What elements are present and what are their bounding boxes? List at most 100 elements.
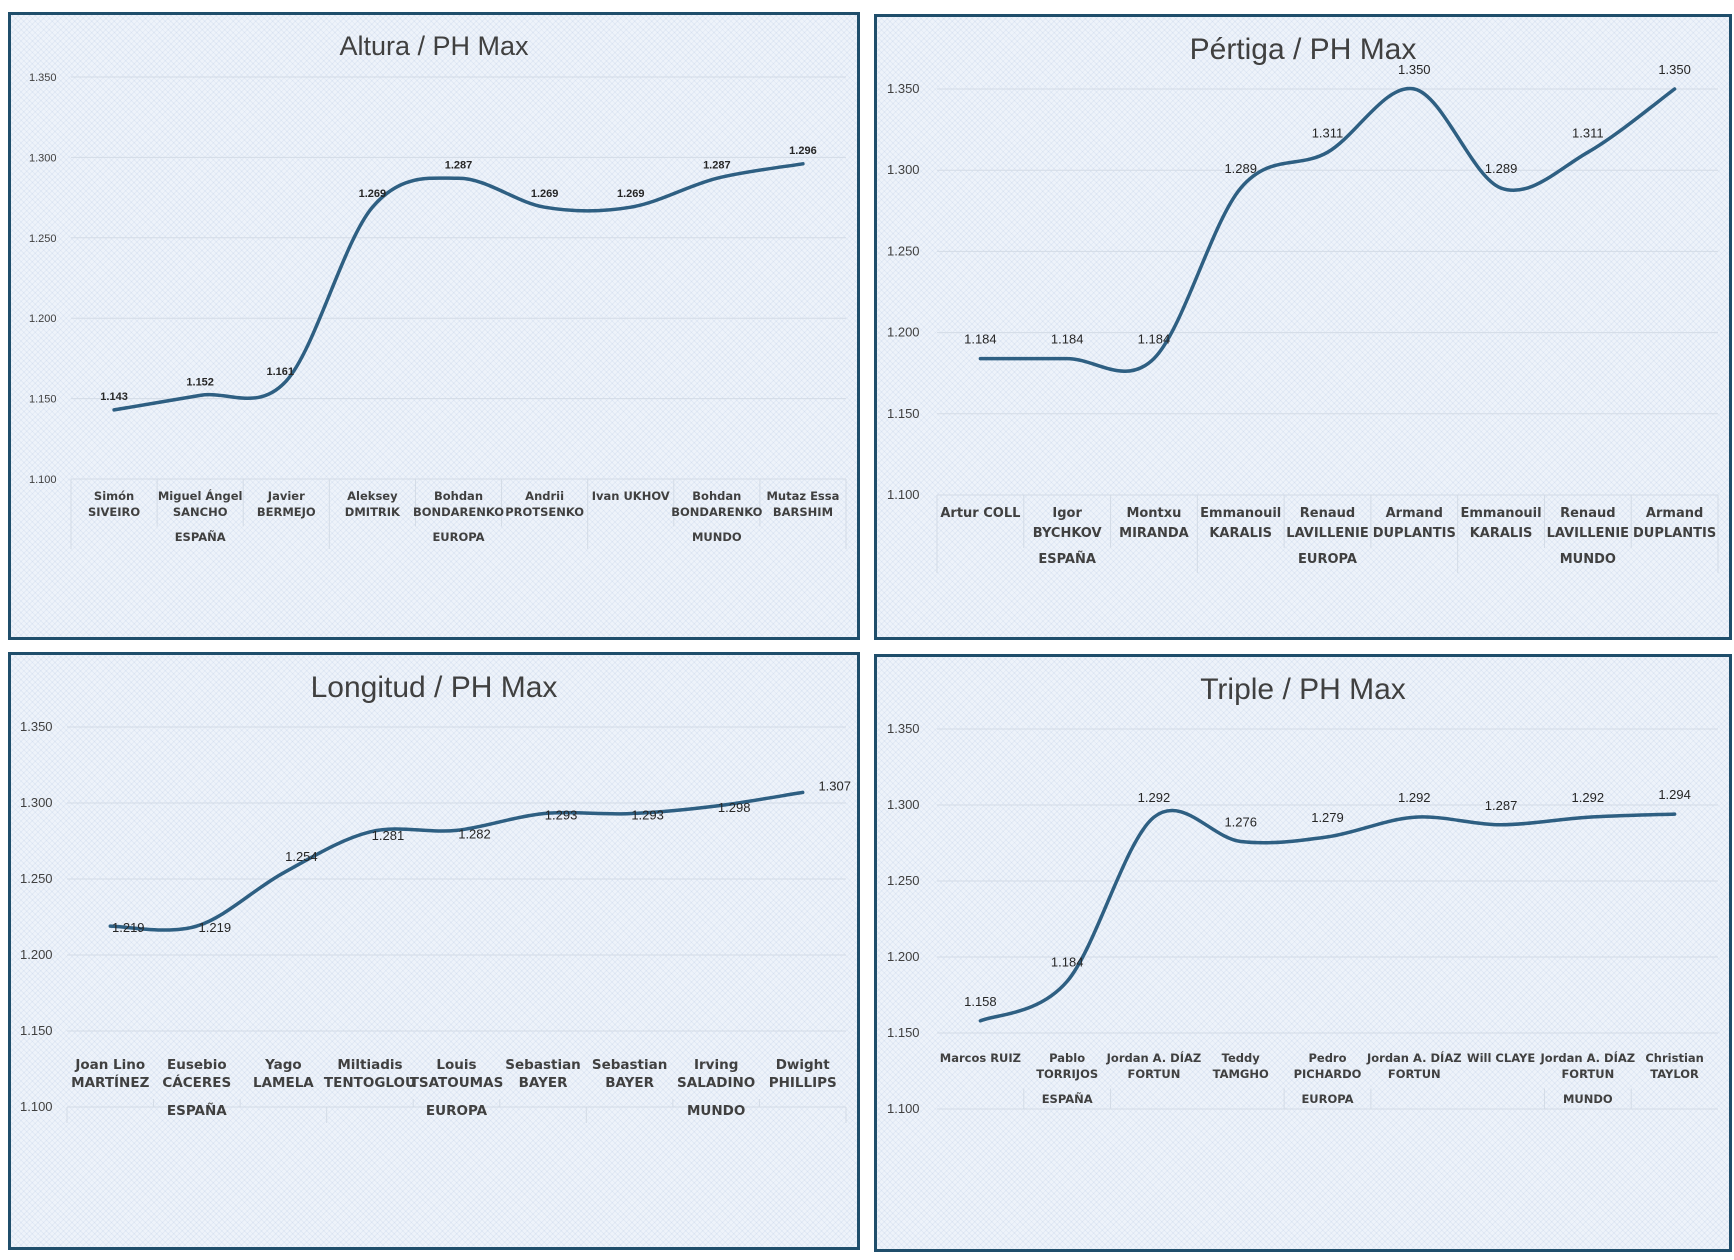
triple-y-tick-label: 1.150 <box>887 1025 920 1040</box>
longitud-x-tick-label: CÁCERES <box>162 1074 231 1091</box>
pertiga-x-tick-label: Renaud <box>1560 506 1615 521</box>
longitud-chart: Longitud / PH Max 1.100 1.150 1.200 1.250 1.3… <box>20 671 851 1123</box>
triple-x-tick-label: TORRIJOS <box>1036 1067 1098 1081</box>
longitud-x-tick-label: MARTÍNEZ <box>71 1074 149 1091</box>
altura-group-label: EUROPA <box>432 530 484 544</box>
longitud-data-label: 1.293 <box>545 808 578 823</box>
pertiga-data-label: 1.184 <box>964 332 997 347</box>
pertiga-y-tick-label: 1.250 <box>887 243 920 258</box>
triple-x-tick-label: Teddy <box>1222 1051 1261 1065</box>
pertiga-y-tick-label: 1.100 <box>887 487 920 502</box>
triple-y-tick-label: 1.250 <box>887 873 920 888</box>
altura-x-tick-label: Bohdan <box>434 489 483 503</box>
altura-x-tick-label: BONDARENKO <box>413 505 504 519</box>
pertiga-data-label: 1.184 <box>1138 332 1171 347</box>
triple-x-tick-label: Pablo <box>1049 1051 1085 1065</box>
pertiga-data-label: 1.184 <box>1051 332 1084 347</box>
triple-x-tick-label: Will CLAYE <box>1467 1051 1535 1065</box>
pertiga-data-label: 1.289 <box>1224 161 1257 176</box>
triple-y-tick-label: 1.200 <box>887 949 920 964</box>
triple-data-label: 1.279 <box>1311 810 1344 825</box>
pertiga-x-tick-label: Igor <box>1052 506 1082 521</box>
triple-group-label: EUROPA <box>1301 1092 1353 1106</box>
triple-x-tick-label: Jordan A. DÍAZ <box>1540 1050 1636 1065</box>
altura-x-tick-label: Javier <box>267 489 305 503</box>
chart-panel-pertiga: Pértiga / PH Max 1.100 1.150 1.200 1.250 1.30… <box>874 14 1732 640</box>
triple-data-label: 1.292 <box>1398 790 1431 805</box>
altura-y-tick-label: 1.150 <box>29 394 57 406</box>
longitud-y-tick-label: 1.150 <box>20 1023 53 1038</box>
pertiga-group-label: ESPAÑA <box>1038 551 1096 567</box>
chart-panel-triple: Triple / PH Max 1.100 1.150 1.200 1.250 1.300… <box>874 654 1732 1252</box>
longitud-y-tick-label: 1.350 <box>20 719 53 734</box>
altura-chart-title: Altura / PH Max <box>339 31 529 61</box>
altura-x-tick-label: DMITRIK <box>345 505 401 519</box>
longitud-group-label: MUNDO <box>687 1103 745 1119</box>
altura-y-tick-label: 1.100 <box>29 474 57 486</box>
longitud-data-label: 1.298 <box>718 800 751 815</box>
pertiga-y-tick-label: 1.350 <box>887 81 920 96</box>
triple-x-tick-label: FORTUN <box>1128 1067 1181 1081</box>
longitud-data-label: 1.254 <box>285 849 318 864</box>
triple-x-tick-label: PICHARDO <box>1294 1067 1362 1081</box>
altura-y-tick-label: 1.200 <box>29 313 57 325</box>
longitud-x-tick-label: Yago <box>264 1057 302 1073</box>
longitud-chart-title: Longitud / PH Max <box>311 671 558 704</box>
longitud-y-tick-label: 1.100 <box>20 1099 53 1114</box>
altura-data-label: 1.296 <box>789 145 817 157</box>
pertiga-series-line <box>978 86 1677 373</box>
longitud-x-tick-label: Miltiadis <box>337 1057 402 1073</box>
longitud-x-tick-label: BAYER <box>519 1075 568 1091</box>
altura-x-tick-label: BERMEJO <box>257 505 316 519</box>
pertiga-x-tick-label: Armand <box>1386 506 1443 521</box>
altura-data-label: 1.143 <box>100 391 128 403</box>
pertiga-data-label: 1.289 <box>1485 161 1518 176</box>
longitud-y-tick-label: 1.250 <box>20 871 53 886</box>
triple-y-tick-label: 1.300 <box>887 797 920 812</box>
altura-data-label: 1.287 <box>445 159 473 171</box>
altura-data-label: 1.161 <box>267 366 295 378</box>
triple-data-label: 1.287 <box>1485 798 1518 813</box>
pertiga-group-label: MUNDO <box>1560 552 1616 567</box>
pertiga-chart: Pértiga / PH Max 1.100 1.150 1.200 1.250 1.30… <box>887 33 1719 573</box>
triple-x-tick-label: TAYLOR <box>1650 1067 1699 1081</box>
triple-x-tick-label: Marcos RUIZ <box>940 1051 1021 1065</box>
longitud-x-tick-label: Dwight <box>776 1057 831 1073</box>
pertiga-x-tick-label: Emmanouil <box>1200 506 1281 521</box>
pertiga-x-tick-label: Montxu <box>1126 506 1181 521</box>
triple-y-tick-label: 1.100 <box>887 1101 920 1116</box>
triple-series-line <box>978 808 1677 1023</box>
longitud-x-tick-label: PHILLIPS <box>769 1075 837 1091</box>
altura-chart: Altura / PH Max 1.100 1.150 1.200 1.250 1.300… <box>29 31 847 549</box>
longitud-x-tick-label: Joan Lino <box>74 1057 145 1073</box>
altura-x-tick-label: PROTSENKO <box>505 505 584 519</box>
pertiga-x-tick-label: Emmanouil <box>1461 506 1542 521</box>
triple-y-tick-label: 1.350 <box>887 721 920 736</box>
triple-chart: Triple / PH Max 1.100 1.150 1.200 1.250 1.300… <box>887 673 1718 1116</box>
altura-x-tick-label: BONDARENKO <box>671 505 762 519</box>
triple-data-label: 1.294 <box>1658 787 1691 802</box>
pertiga-x-tick-label: Armand <box>1646 506 1703 521</box>
altura-x-tick-label: Simón <box>94 489 134 503</box>
pertiga-y-tick-label: 1.150 <box>887 406 920 421</box>
longitud-x-tick-label: Irving <box>694 1057 738 1073</box>
triple-x-tick-label: Jordan A. DÍAZ <box>1106 1050 1202 1065</box>
altura-y-tick-label: 1.300 <box>29 152 57 164</box>
altura-y-tick-label: 1.350 <box>29 72 57 84</box>
altura-data-label: 1.152 <box>186 376 214 388</box>
pertiga-x-tick-label: LAVILLENIE <box>1286 526 1368 541</box>
longitud-data-label: 1.219 <box>112 920 145 935</box>
altura-x-tick-label: Andrii <box>525 489 564 503</box>
pertiga-y-tick-label: 1.300 <box>887 162 920 177</box>
longitud-series-line <box>108 790 805 932</box>
altura-data-label: 1.269 <box>359 188 387 200</box>
altura-x-tick-label: Ivan UKHOV <box>592 489 670 503</box>
pertiga-y-tick-label: 1.200 <box>887 325 920 340</box>
triple-x-tick-label: FORTUN <box>1561 1067 1614 1081</box>
pertiga-x-tick-label: KARALIS <box>1209 526 1272 541</box>
longitud-x-tick-label: Sebastian <box>505 1057 581 1073</box>
altura-x-tick-label: SIVEIRO <box>88 505 140 519</box>
triple-data-label: 1.276 <box>1224 814 1257 829</box>
triple-x-tick-label: Jordan A. DÍAZ <box>1366 1050 1462 1065</box>
longitud-x-tick-label: Sebastian <box>592 1057 668 1073</box>
